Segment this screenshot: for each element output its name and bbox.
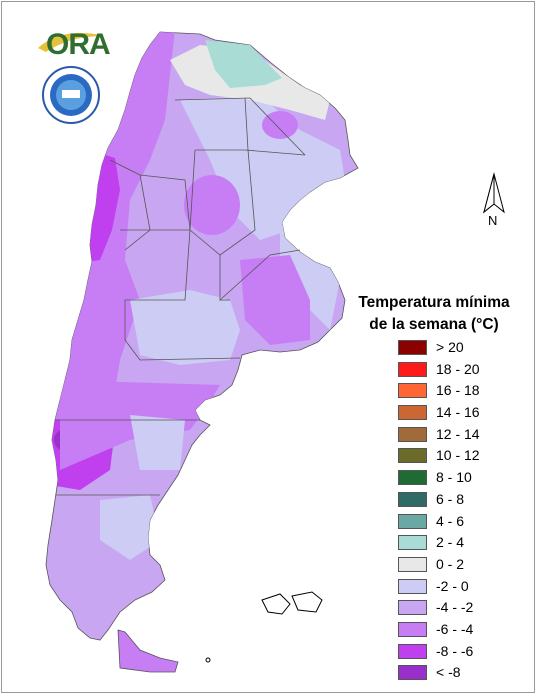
border-4 xyxy=(189,149,256,256)
border-8 xyxy=(124,229,191,340)
border-2 xyxy=(195,149,306,156)
staten-island xyxy=(205,657,211,663)
border-6 xyxy=(109,159,151,251)
zone-minus6-minus4-chaco xyxy=(262,111,298,139)
legend-swatch xyxy=(398,340,427,355)
legend-swatch xyxy=(398,578,427,594)
legend-swatch xyxy=(398,556,427,572)
zone-minus2-0-south xyxy=(100,495,160,560)
legend-label: 12 - 14 xyxy=(436,425,480,442)
legend-swatch xyxy=(398,448,427,464)
north-arrow-icon xyxy=(483,172,505,214)
legend-label: -2 - 0 xyxy=(436,577,469,594)
ora-logo-text: ORA xyxy=(46,28,111,61)
legend-swatch xyxy=(398,426,427,442)
legend-swatch xyxy=(398,470,427,486)
legend-swatch xyxy=(398,405,427,421)
zone-minus6-minus4-east xyxy=(240,255,310,345)
legend-label: 0 - 2 xyxy=(436,555,465,572)
border-5 xyxy=(139,174,191,231)
legend-label: 8 - 10 xyxy=(436,469,472,486)
legend-swatch xyxy=(398,621,427,637)
legend-swatch xyxy=(398,361,427,377)
border-1 xyxy=(174,97,306,156)
zone-minus6-minus4-santiago xyxy=(184,175,240,235)
zone-2-4-salta xyxy=(205,40,282,88)
legend-label: -6 - -4 xyxy=(436,620,474,637)
legend-label: 14 - 16 xyxy=(436,404,480,421)
legend-swatch xyxy=(398,383,427,399)
legend-label: 18 - 20 xyxy=(436,360,480,377)
legend-title: Temperatura mínima de la semana (°C) xyxy=(340,292,528,336)
legend-label: -4 - -2 xyxy=(436,599,474,616)
legend-label: 10 - 12 xyxy=(436,447,480,464)
zone-minus2-0-pampa xyxy=(130,290,240,365)
legend-swatch xyxy=(398,665,427,681)
malvinas-islands xyxy=(261,591,323,615)
north-arrow-label: N xyxy=(488,213,498,228)
legend-swatch xyxy=(398,600,427,616)
legend-label: -8 - -6 xyxy=(436,642,474,659)
ora-logo-icon xyxy=(38,32,104,52)
legend-title-line2: de la semana (°C) xyxy=(369,316,499,333)
legend-swatch xyxy=(398,491,427,507)
tierra-del-fuego xyxy=(117,629,179,673)
legend-label: 2 - 4 xyxy=(436,534,465,551)
legend-title-line1: Temperatura mínima xyxy=(358,294,510,311)
malvinas-east xyxy=(291,591,323,613)
border-10 xyxy=(124,339,241,361)
zone-minus2-0-santacruz xyxy=(130,415,185,470)
province-borders xyxy=(55,97,306,496)
legend-label: 4 - 6 xyxy=(436,512,465,529)
malvinas-west xyxy=(261,593,291,615)
smn-seal-icon xyxy=(42,66,100,124)
legend-swatch xyxy=(398,643,427,659)
border-3 xyxy=(244,97,256,231)
legend-swatch xyxy=(398,513,427,529)
legend-label: 6 - 8 xyxy=(436,490,465,507)
legend-label: 16 - 18 xyxy=(436,382,480,399)
legend-label: > 20 xyxy=(436,339,464,355)
legend-label: < -8 xyxy=(436,664,461,681)
border-9 xyxy=(219,249,301,301)
legend-swatch xyxy=(398,535,427,551)
